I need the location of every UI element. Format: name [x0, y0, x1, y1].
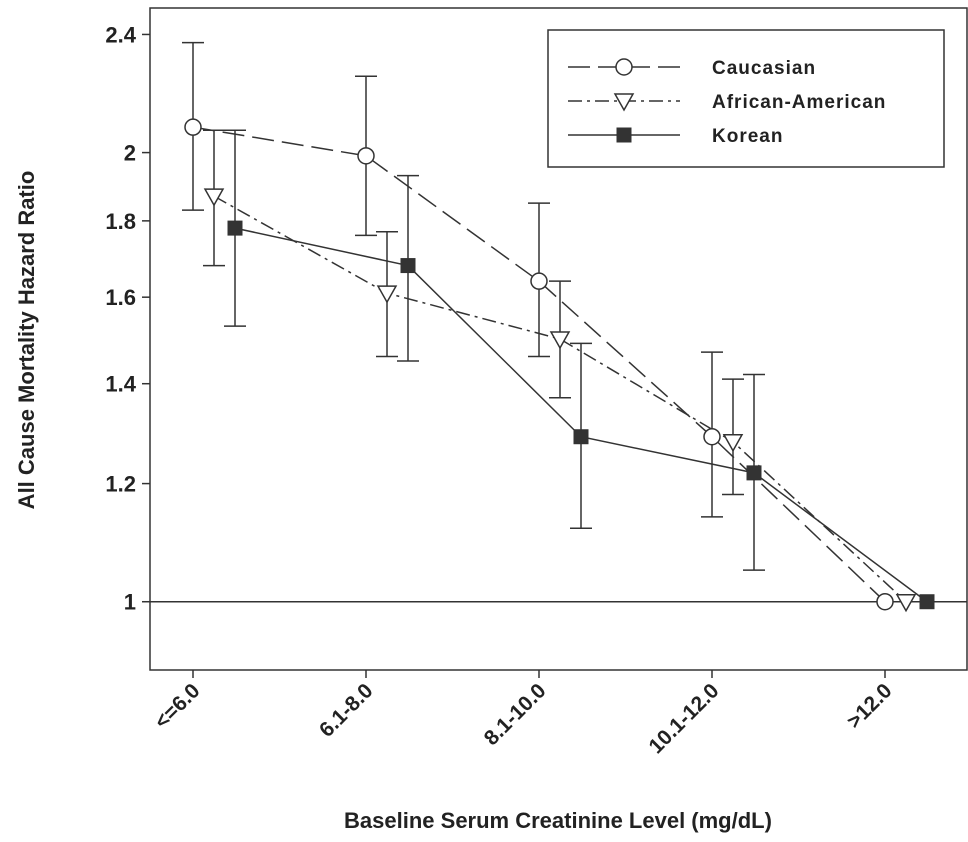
y-tick-label: 2 [124, 141, 136, 166]
y-tick-label: 1.2 [105, 472, 136, 497]
x-tick-label: 10.1-12.0 [645, 679, 724, 758]
marker [876, 592, 894, 611]
marker [746, 465, 762, 481]
marker [530, 272, 548, 290]
y-tick-label: 1.6 [105, 285, 136, 310]
y-tick-label: 1.8 [105, 209, 136, 234]
x-tick-label: 8.1-10.0 [480, 679, 551, 750]
marker [613, 93, 635, 112]
marker [400, 258, 416, 274]
marker [615, 58, 633, 76]
y-axis-label: All Cause Mortality Hazard Ratio [14, 171, 39, 510]
legend-label: Caucasian [712, 58, 816, 79]
marker [703, 427, 721, 446]
legend-box [547, 29, 945, 168]
marker [895, 593, 917, 613]
series-line [192, 126, 886, 603]
plot-frame [149, 7, 968, 671]
x-tick-label: <=6.0 [150, 679, 204, 733]
legend-label: African-American [712, 92, 886, 113]
marker [919, 594, 935, 610]
series-line [213, 195, 907, 603]
marker [357, 147, 375, 165]
y-tick-label: 1 [124, 590, 136, 615]
x-tick-label: 6.1-8.0 [315, 679, 378, 742]
marker [227, 220, 243, 236]
y-tick-label: 1.4 [105, 372, 136, 397]
marker [573, 429, 589, 445]
marker [722, 434, 744, 453]
marker [549, 331, 571, 350]
x-tick-label: >12.0 [843, 679, 897, 733]
x-axis-label: Baseline Serum Creatinine Level (mg/dL) [344, 808, 772, 833]
marker [616, 127, 632, 143]
legend-label: Korean [712, 126, 783, 147]
marker [376, 285, 398, 304]
marker [203, 188, 225, 207]
y-tick-label: 2.4 [105, 22, 136, 47]
marker [184, 118, 202, 136]
